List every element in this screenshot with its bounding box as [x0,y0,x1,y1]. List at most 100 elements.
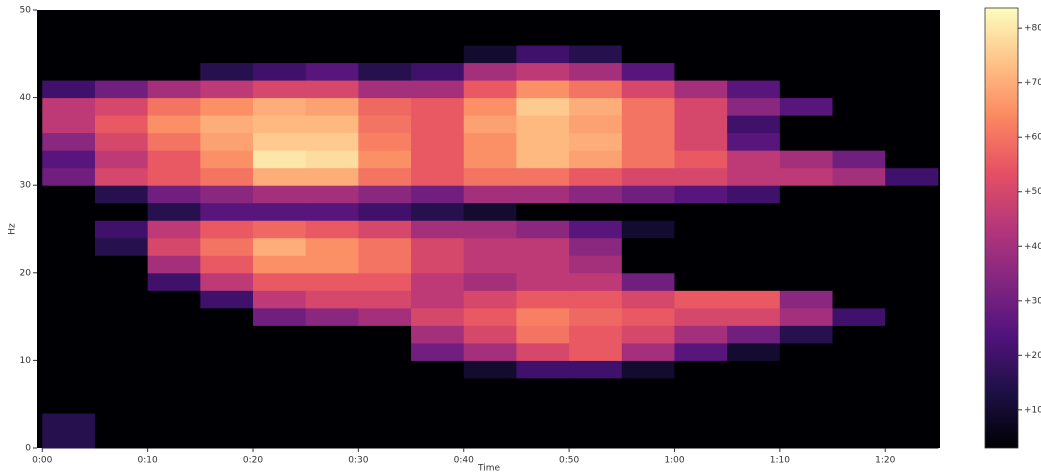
heat-cell [253,62,307,81]
heat-cell [305,27,359,46]
heat-cell [463,360,517,379]
heat-cell [674,272,728,291]
heat-cell [253,272,307,291]
heat-cell [569,27,623,46]
heat-cell [621,10,675,29]
heat-cell [200,132,254,151]
heat-cell [253,412,307,431]
heat-cell [832,115,886,134]
heat-cell [411,290,465,309]
heat-cell [200,80,254,99]
heat-cell [42,430,96,449]
heat-cell [358,255,412,274]
heat-cell [253,27,307,46]
heat-cell [885,62,939,81]
heat-cell [463,167,517,186]
heat-cell [358,45,412,64]
heat-cell [253,377,307,396]
heat-cell [42,255,96,274]
heat-cell [516,412,570,431]
y-tick-label: 30 [20,181,32,191]
heat-cell [253,290,307,309]
heat-cell [516,255,570,274]
heat-cell [411,360,465,379]
heat-cell [779,150,834,169]
heat-cell [885,132,939,151]
heat-cell [411,27,465,46]
heat-cell [463,115,517,134]
heat-cell [94,167,149,186]
heat-cell [885,202,939,221]
heat-cell [411,115,465,134]
heat-cell [147,220,201,239]
heat-cell [200,167,254,186]
heat-cell [94,97,149,116]
heat-cell [411,220,465,239]
heat-cell [411,45,465,64]
colorbar-tick-label: +40 [1024,242,1041,252]
heat-cell [621,220,675,239]
heat-cell [674,115,728,134]
heat-cell [621,290,675,309]
heat-cell [516,342,570,361]
heat-cell [147,62,201,81]
heat-cell [885,45,939,64]
heat-cell [674,307,728,326]
heat-cell [253,220,307,239]
heat-cell [147,290,201,309]
heat-cell [727,395,781,414]
heat-cell [727,167,781,186]
x-tick-label: 0:00 [32,456,52,466]
heat-cell [885,150,939,169]
heat-cell [147,202,201,221]
heat-cell [463,307,517,326]
heat-cell [42,290,96,309]
heat-cell [305,62,359,81]
heat-cell [832,185,886,204]
heat-cell [727,62,781,81]
heat-cell [200,237,254,256]
heat-cell [516,80,570,99]
heat-cell [42,185,96,204]
heat-cell [621,115,675,134]
heat-cell [463,220,517,239]
heat-cell [621,80,675,99]
heat-cell [94,377,149,396]
heat-cell [674,430,728,449]
heat-cell [727,27,781,46]
heat-cell [94,360,149,379]
heat-cell [411,412,465,431]
heat-cell [42,27,96,46]
heat-cell [621,202,675,221]
heat-cell [42,115,96,134]
heat-cell [147,167,201,186]
heat-cell [674,220,728,239]
heat-cell [569,97,623,116]
heat-cell [621,360,675,379]
heat-cell [358,325,412,344]
heat-cell [569,377,623,396]
heat-cell [621,167,675,186]
heat-cell [94,132,149,151]
heat-cell [727,342,781,361]
heat-cell [147,185,201,204]
heat-cell [832,237,886,256]
heat-cell [94,395,149,414]
heat-cell [779,220,834,239]
heat-cell [200,27,254,46]
heat-cell [358,272,412,291]
heat-cell [42,360,96,379]
heat-cell [463,150,517,169]
heat-cell [569,167,623,186]
heat-cell [42,307,96,326]
heat-cell [42,412,96,431]
heat-cell [200,62,254,81]
heat-cell [358,395,412,414]
heat-cell [358,290,412,309]
heat-cell [200,202,254,221]
heat-cell [358,185,412,204]
heat-cell [727,185,781,204]
heat-cell [727,10,781,29]
heat-cell [779,360,834,379]
heat-cell [42,395,96,414]
